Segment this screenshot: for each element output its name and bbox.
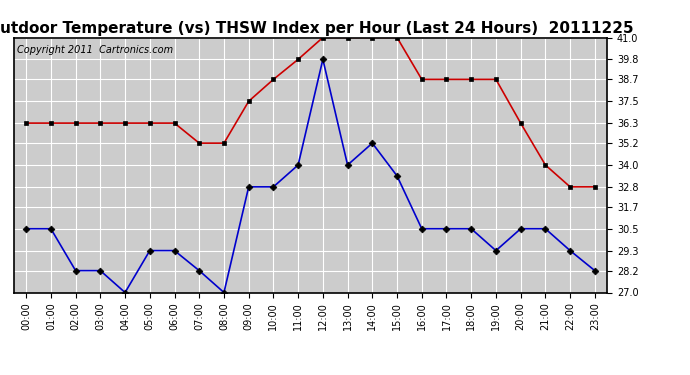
Text: Copyright 2011  Cartronics.com: Copyright 2011 Cartronics.com xyxy=(17,45,173,55)
Title: Outdoor Temperature (vs) THSW Index per Hour (Last 24 Hours)  20111225: Outdoor Temperature (vs) THSW Index per … xyxy=(0,21,634,36)
